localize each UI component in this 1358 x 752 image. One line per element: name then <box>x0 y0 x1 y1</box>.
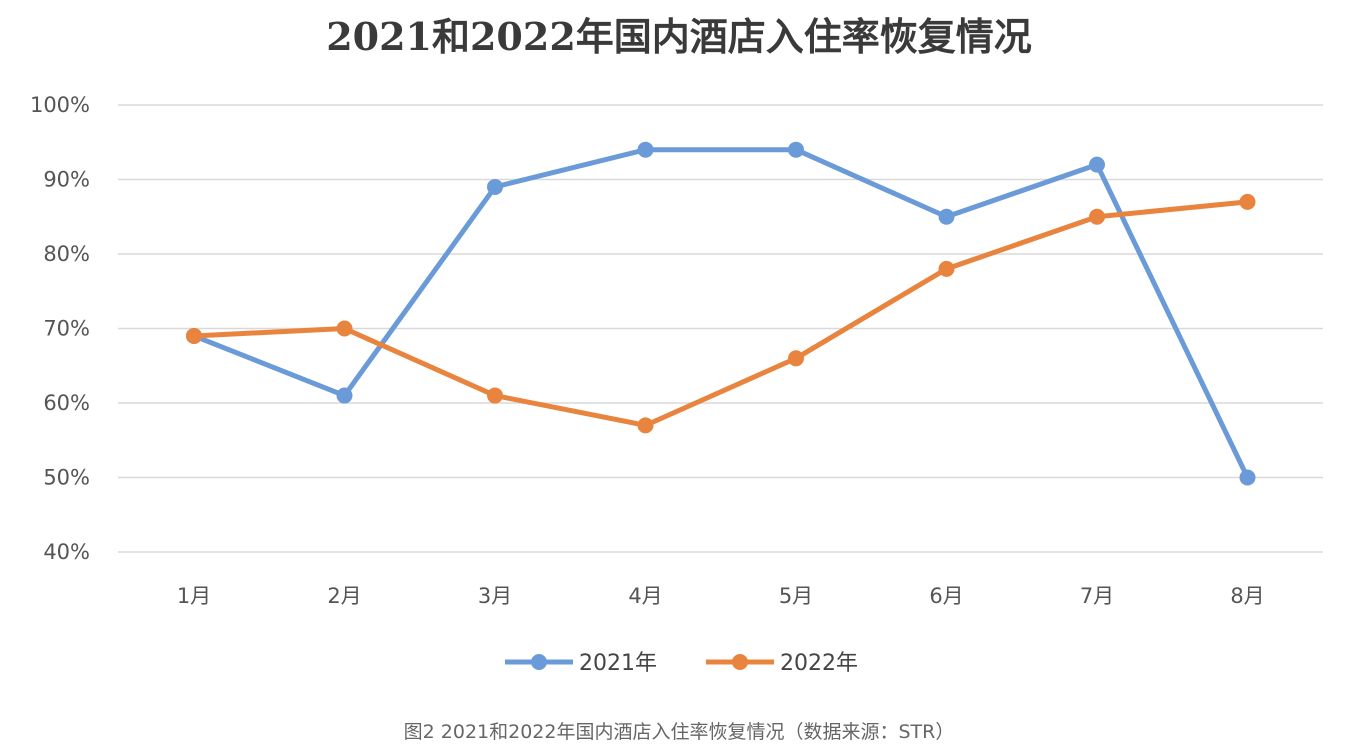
data-point <box>938 208 955 225</box>
data-point <box>487 387 503 404</box>
x-tick-label: 8月 <box>1230 584 1264 608</box>
data-point <box>637 417 654 434</box>
data-point <box>1089 208 1105 225</box>
y-tick-label: 60% <box>43 391 90 415</box>
data-point <box>788 141 804 158</box>
legend-label-2: 2022年 <box>780 651 858 676</box>
x-tick-label: 1月 <box>177 584 211 608</box>
series-line-1 <box>191 147 1250 480</box>
x-tick-label: 4月 <box>628 584 662 608</box>
data-point <box>336 387 353 404</box>
x-tick-label: 6月 <box>929 584 963 608</box>
data-point <box>1089 156 1105 173</box>
data-point <box>336 320 353 337</box>
x-tick-label: 7月 <box>1080 584 1114 608</box>
y-tick-label: 90% <box>43 168 90 192</box>
legend-marker-2 <box>732 654 748 670</box>
chart-title: 2021和2022年国内酒店入住率恢复情况 <box>326 14 1032 59</box>
data-point <box>938 260 955 277</box>
legend-label-1: 2021年 <box>579 651 657 676</box>
data-point <box>788 350 804 367</box>
y-tick-label: 40% <box>43 540 90 564</box>
y-tick-label: 100% <box>30 93 90 117</box>
line-chart: 2021和2022年国内酒店入住率恢复情况 40% 50% 60% 70% 80% 90%… <box>30 14 1323 676</box>
series-line-2 <box>191 199 1250 428</box>
data-point <box>637 141 654 158</box>
y-tick-label: 70% <box>43 317 90 341</box>
figure-caption: 图2 2021和2022年国内酒店入住率恢复情况（数据来源：STR） <box>403 721 955 743</box>
data-point <box>186 327 202 344</box>
data-point <box>1239 193 1256 210</box>
y-tick-label: 80% <box>43 242 90 266</box>
data-point <box>1239 469 1256 486</box>
x-tick-label: 2月 <box>327 584 361 608</box>
y-tick-label: 50% <box>43 466 90 490</box>
data-point <box>487 178 503 195</box>
x-tick-label: 5月 <box>779 584 813 608</box>
legend-marker-1 <box>531 654 547 670</box>
x-tick-label: 3月 <box>478 584 512 608</box>
